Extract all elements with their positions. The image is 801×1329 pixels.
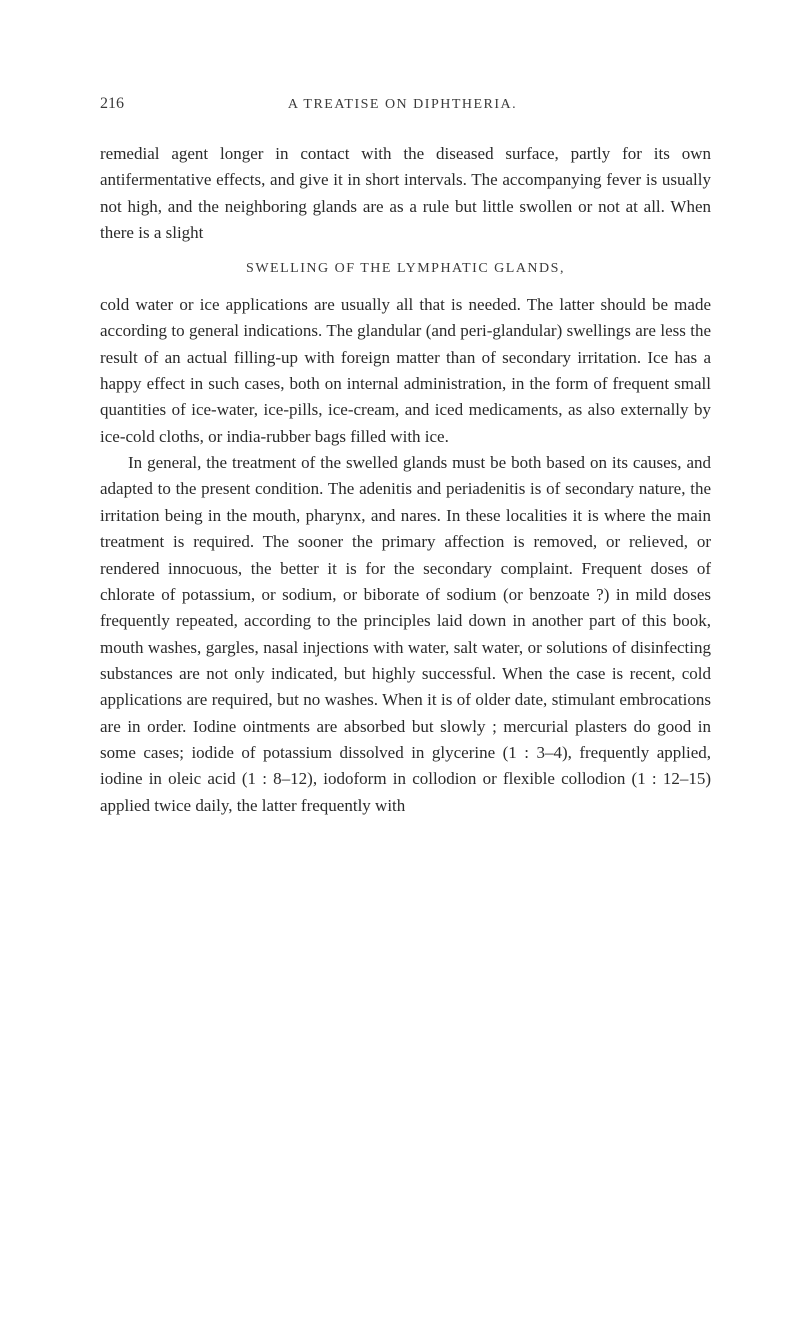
paragraph-3: In general, the treatment of the swelled… <box>100 450 711 819</box>
paragraph-2: cold water or ice applications are usual… <box>100 292 711 450</box>
page-header: 216 A TREATISE ON DIPHTHERIA. <box>100 95 711 113</box>
running-title: A TREATISE ON DIPHTHERIA. <box>124 97 681 113</box>
section-heading: SWELLING OF THE LYMPHATIC GLANDS, <box>100 258 711 280</box>
body-text: remedial agent longer in contact with th… <box>100 141 711 819</box>
paragraph-1: remedial agent longer in contact with th… <box>100 141 711 246</box>
page-number: 216 <box>100 95 124 113</box>
